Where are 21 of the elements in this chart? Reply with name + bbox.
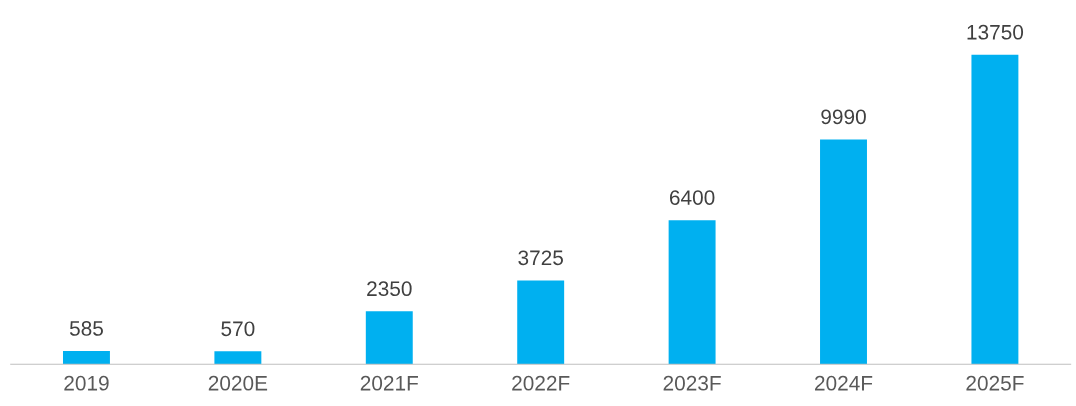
x-tick-label: 2022F (512, 375, 570, 391)
data-label: 570 (221, 321, 255, 337)
x-tick-label: 2021F (360, 375, 418, 391)
bar (365, 311, 413, 365)
data-label: 9990 (821, 109, 866, 125)
data-label: 3725 (518, 250, 563, 266)
bar (214, 351, 262, 365)
bar (517, 280, 565, 365)
x-tick-label: 2020E (208, 375, 268, 391)
bar (668, 220, 716, 365)
x-tick-label: 2025F (966, 375, 1024, 391)
bar (820, 139, 867, 365)
data-label: 13750 (967, 24, 1024, 40)
data-label: 6400 (669, 190, 715, 205)
x-tick-label: 2024F (815, 375, 873, 391)
x-tick-label: 2019 (64, 375, 109, 391)
data-label: 585 (69, 321, 103, 336)
x-tick-label: 2023F (663, 375, 721, 391)
bar (63, 351, 110, 365)
data-label: 2350 (367, 281, 412, 297)
bar (971, 54, 1019, 365)
